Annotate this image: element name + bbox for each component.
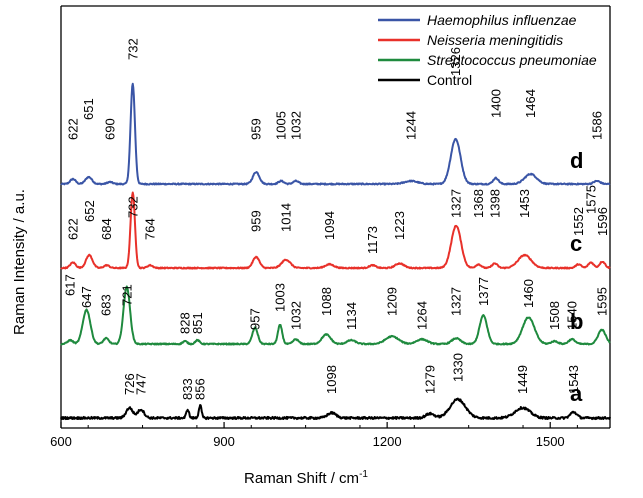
peak-label: 1279: [423, 365, 438, 394]
peak-label: 747: [133, 373, 148, 395]
peak-label: 957: [248, 308, 263, 330]
legend-label: Streptococcus pneumoniae: [427, 52, 597, 68]
peak-label: 1575: [584, 185, 599, 214]
peak-label: 1377: [476, 277, 491, 306]
x-tick-label: 1500: [536, 434, 565, 449]
trace-letter-b: b: [570, 309, 583, 334]
peak-label: 721: [119, 284, 134, 306]
peak-label: 617: [63, 274, 78, 296]
peak-label: 1398: [487, 189, 502, 218]
peak-label: 1005: [274, 111, 289, 140]
peak-label: 1460: [521, 279, 536, 308]
peak-label: 647: [79, 286, 94, 308]
peak-label: 1595: [594, 287, 609, 316]
peak-label: 732: [125, 38, 140, 60]
peak-label: 1330: [450, 353, 465, 382]
x-axis-title: Raman Shift / cm-1: [244, 469, 368, 487]
trace-letter-c: c: [570, 231, 582, 256]
x-tick-label: 1200: [373, 434, 402, 449]
peak-label: 833: [180, 378, 195, 400]
x-tick-label: 600: [50, 434, 72, 449]
peak-label: 622: [66, 218, 81, 240]
plot-frame: [60, 5, 611, 429]
spectrum-line-d: [60, 82, 611, 186]
peak-label: 1032: [288, 111, 303, 140]
peak-label: 1326: [448, 47, 463, 76]
x-axis-ticks: 600 900 1200 1500: [50, 422, 578, 449]
peak-label: 851: [190, 312, 205, 334]
peak-label: 959: [249, 210, 264, 232]
peak-label: 1264: [414, 301, 429, 330]
peak-label: 856: [193, 378, 208, 400]
peak-label: 1244: [404, 111, 419, 140]
peak-label: 959: [249, 118, 264, 140]
peak-label: 1508: [547, 301, 562, 330]
spectrum-line-b: [60, 285, 611, 346]
peak-label: 1003: [273, 283, 288, 312]
peak-label: 1327: [449, 287, 464, 316]
trace-letter-d: d: [570, 148, 583, 173]
peak-label: 1209: [385, 287, 400, 316]
x-axis-title-superscript: -1: [359, 469, 368, 480]
peak-label: 1540: [565, 301, 580, 330]
peak-label: 1368: [471, 189, 486, 218]
peak-label: 1173: [365, 226, 380, 254]
peak-label: 1453: [517, 189, 532, 218]
peak-label: 652: [82, 200, 97, 222]
peak-label: 1088: [319, 287, 334, 316]
peak-label: 1552: [571, 207, 586, 236]
legend-label: Control: [427, 72, 472, 88]
spectrum-line-a: [60, 397, 611, 421]
peak-label: 1134: [344, 302, 359, 330]
legend-label: Haemophilus influenzae: [427, 12, 577, 28]
peak-label: 1098: [324, 365, 339, 394]
spectrum-line-c: [60, 191, 611, 270]
peak-label: 1449: [515, 365, 530, 394]
peak-label: 1223: [392, 211, 407, 240]
peak-label: 1464: [523, 89, 538, 118]
peak-label: 651: [81, 98, 96, 120]
legend-label: Neisseria meningitidis: [427, 32, 563, 48]
x-axis-title-text: Raman Shift / cm: [244, 470, 359, 487]
peak-label: 1586: [590, 111, 605, 140]
peak-label: 684: [99, 218, 114, 240]
y-axis-title: Raman Intensity / a.u.: [11, 189, 28, 335]
peak-label: 1327: [449, 189, 464, 218]
peak-label: 726: [122, 373, 137, 395]
peak-label: 1032: [288, 301, 303, 330]
peak-label: 1014: [279, 203, 294, 232]
peak-label: 764: [143, 218, 158, 240]
x-tick-label: 900: [213, 434, 235, 449]
peak-label: 690: [102, 118, 117, 140]
trace-letter-a: a: [570, 381, 583, 406]
peak-label: 828: [177, 312, 192, 334]
peak-label: 1543: [566, 365, 581, 394]
peak-label: 683: [99, 294, 114, 316]
spectra-traces: [60, 82, 611, 421]
legend: Haemophilus influenzae Neisseria meningit…: [378, 12, 597, 88]
trace-letter-labels: d c b a: [570, 148, 583, 406]
peak-label: 732: [125, 196, 140, 218]
peak-label: 1400: [488, 89, 503, 118]
peak-label: 622: [66, 118, 81, 140]
peak-label: 1596: [595, 207, 610, 236]
peak-label: 1094: [322, 211, 337, 240]
